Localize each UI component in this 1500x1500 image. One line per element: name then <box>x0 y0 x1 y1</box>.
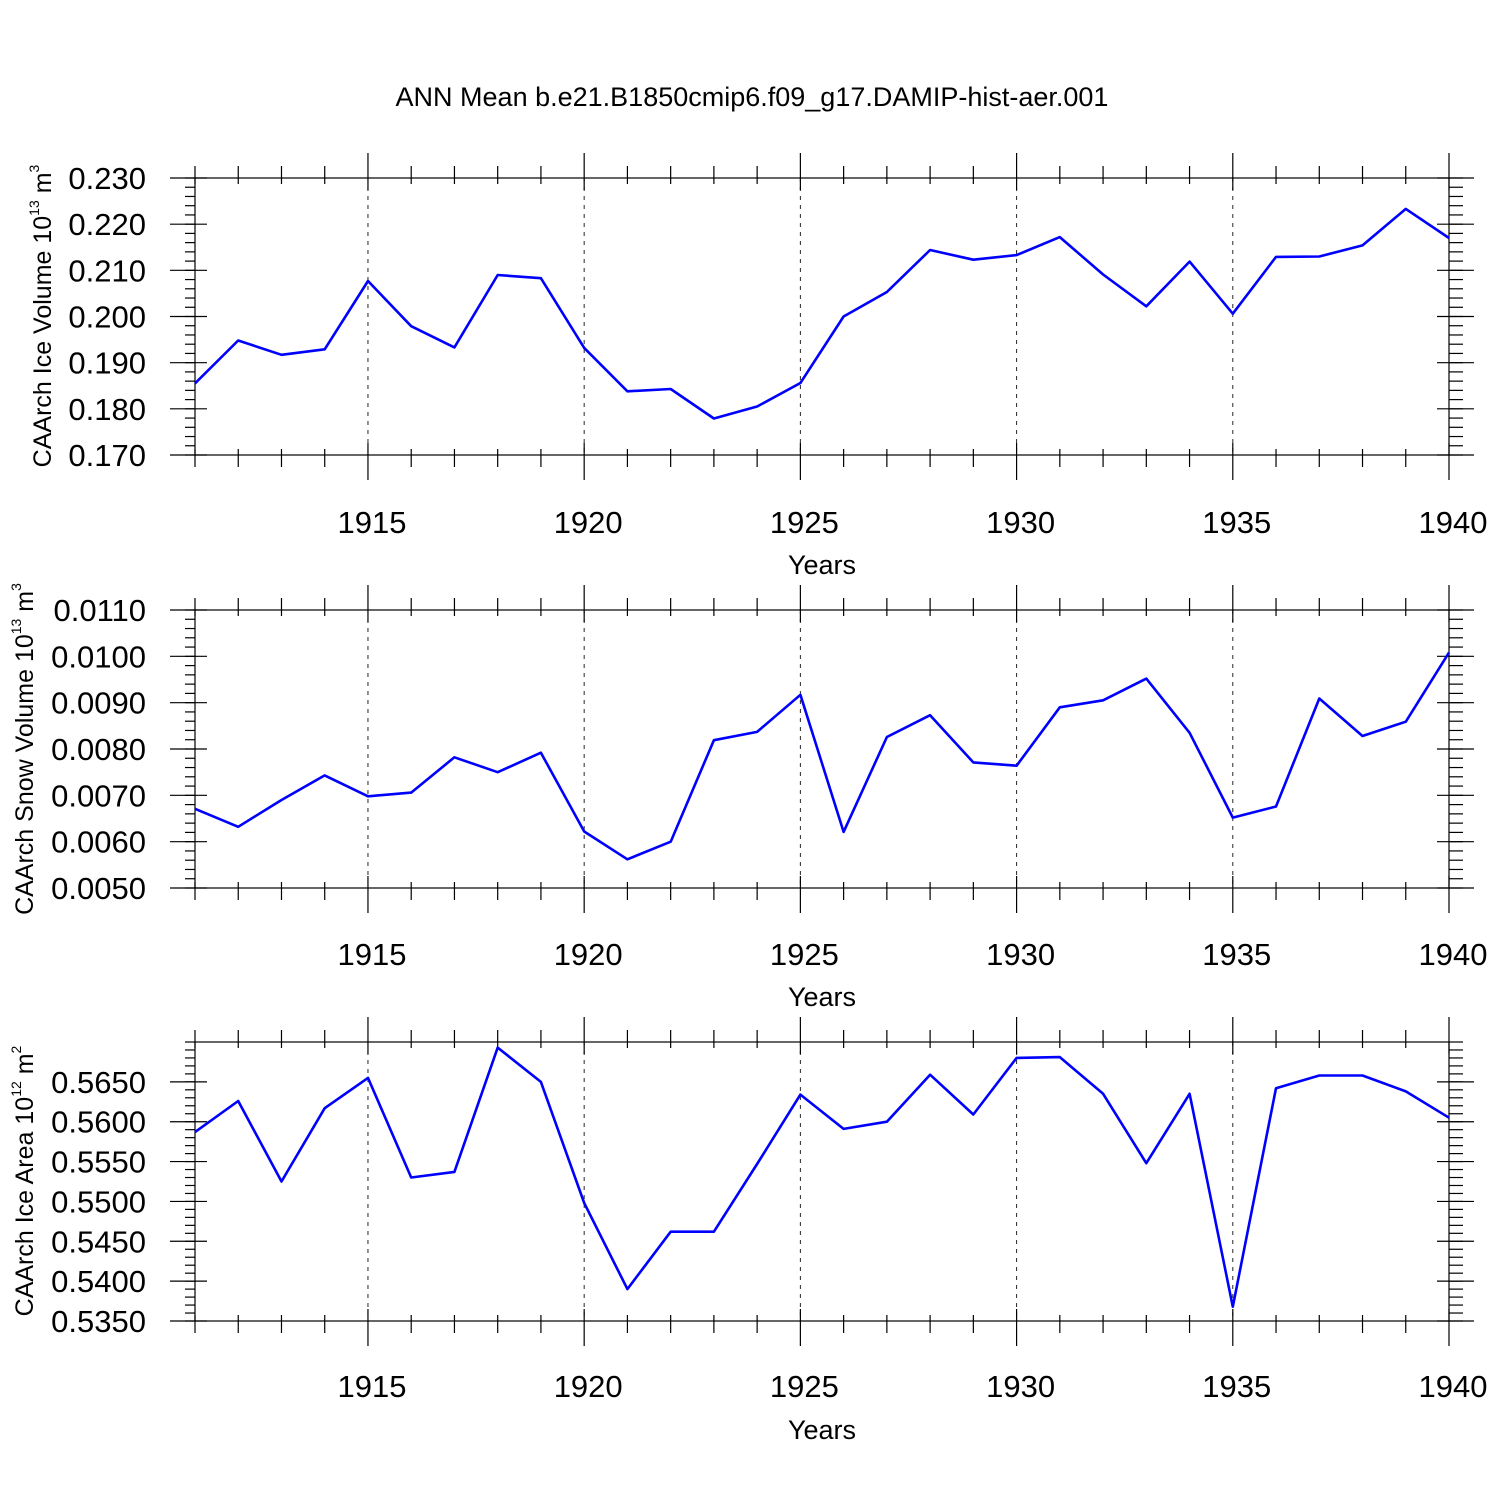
x-axis-label: Years <box>788 982 856 1012</box>
plot-frame <box>194 177 1450 456</box>
panel-1: 0.170 0.180 0.190 0.200 0.210 0.220 0.230 1915 1… <box>26 153 1487 580</box>
y-tick-label: 0.0090 <box>51 686 146 721</box>
chart-title: ANN Mean b.e21.B1850cmip6.f09_g17.DAMIP-… <box>396 82 1109 112</box>
x-tick-label-1920: 1920 <box>554 937 623 972</box>
y-tick-label: 0.170 <box>68 438 146 473</box>
plot-frame <box>194 1041 1450 1322</box>
x-tick-label-1940: 1940 <box>1419 505 1488 540</box>
series-line <box>194 1046 1450 1308</box>
y-axis-label: CAArch Snow Volume 1013 m3 <box>8 583 39 915</box>
x-tick-label-1935: 1935 <box>1202 1369 1271 1404</box>
x-tick-label-1925: 1925 <box>770 1369 839 1404</box>
y-tick-label: 0.210 <box>68 253 146 288</box>
y-tick-label: 0.5600 <box>51 1105 146 1140</box>
x-tick-label-1940: 1940 <box>1419 1369 1488 1404</box>
x-tick-label-1925: 1925 <box>770 937 839 972</box>
x-tick-label-1915: 1915 <box>337 505 406 540</box>
y-tick-label: 0.190 <box>68 346 146 381</box>
y-tick-label: 0.5400 <box>51 1264 146 1299</box>
plot-frame <box>194 609 1450 889</box>
y-tick-label: 0.5500 <box>51 1184 146 1219</box>
y-tick-label: 0.200 <box>68 300 146 335</box>
y-tick-label: 0.5450 <box>51 1224 146 1259</box>
y-tick-label: 0.0080 <box>51 732 146 767</box>
x-tick-label-1930: 1930 <box>986 1369 1055 1404</box>
y-tick-label: 0.5550 <box>51 1145 146 1180</box>
y-tick-label: 0.0100 <box>51 639 146 674</box>
x-axis-label: Years <box>788 1415 856 1445</box>
y-tick-label: 0.180 <box>68 392 146 427</box>
series-line <box>194 207 1450 420</box>
series-line <box>194 651 1451 861</box>
y-tick-label: 0.230 <box>68 161 146 196</box>
x-tick-label-1935: 1935 <box>1202 937 1271 972</box>
x-tick-label-1915: 1915 <box>337 1369 406 1404</box>
panel-3: 0.5350 0.5400 0.5450 0.5500 0.5550 0.5600 0.56… <box>8 1017 1487 1445</box>
x-tick-label-1930: 1930 <box>986 937 1055 972</box>
y-tick-label: 0.5350 <box>51 1304 146 1339</box>
x-tick-label-1915: 1915 <box>337 937 406 972</box>
y-tick-label: 0.0050 <box>51 871 146 906</box>
x-tick-label-1920: 1920 <box>554 505 623 540</box>
y-axis-label: CAArch Ice Area 1012 m2 <box>8 1045 39 1316</box>
x-tick-label-1935: 1935 <box>1202 505 1271 540</box>
y-tick-label: 0.5650 <box>51 1065 146 1100</box>
x-tick-label-1925: 1925 <box>770 505 839 540</box>
x-axis-label: Years <box>788 550 856 580</box>
y-tick-label: 0.220 <box>68 207 146 242</box>
panel-2: 0.0050 0.0060 0.0070 0.0080 0.0090 0.0100 0.01… <box>8 583 1487 1012</box>
x-tick-label-1930: 1930 <box>986 505 1055 540</box>
x-tick-label-1940: 1940 <box>1419 937 1488 972</box>
y-tick-label: 0.0070 <box>51 778 146 813</box>
y-axis-label: CAArch Ice Volume 1013 m3 <box>26 164 57 467</box>
y-tick-label: 0.0060 <box>51 825 146 860</box>
x-tick-label-1920: 1920 <box>554 1369 623 1404</box>
y-tick-label: 0.0110 <box>53 593 146 628</box>
